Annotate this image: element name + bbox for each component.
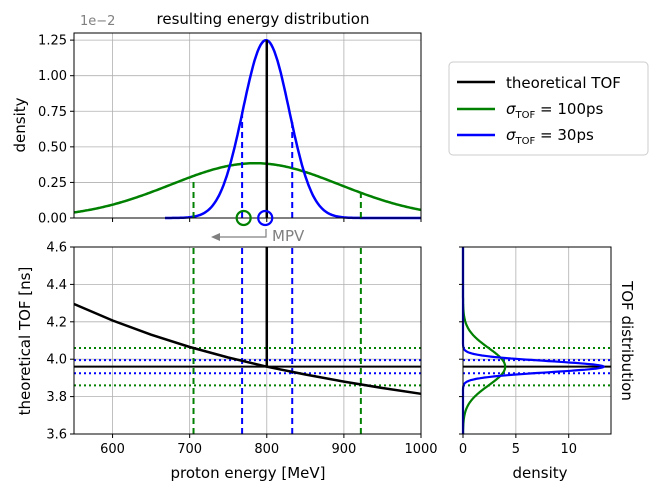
legend-sigma-100ps-rest: = 100ps [535,100,603,118]
tof-distribution-axes-frame [462,246,612,435]
mpv-arrow-head [211,233,220,241]
main-ytick-label-4: 4.4 [46,278,67,293]
tof-distribution-panel: 0 5 10 density TOF distribution [459,246,636,482]
offset-text: 1e−2 [80,14,115,29]
side-xtick-label-10: 10 [560,442,577,457]
main-ytick-label-1: 3.8 [46,390,67,405]
top-ytick-label-4: 1.00 [38,69,67,84]
energy-density-title: resulting energy distribution [157,10,370,28]
main-xlabel: proton energy [MeV] [170,464,325,482]
legend-sigma-100ps-base: σ [506,100,516,118]
top-curve-sigma-100ps [73,161,422,214]
side-xtick-label-0: 0 [459,442,467,457]
main-ytick-label-2: 4.0 [46,353,67,368]
top-ytick-label-3: 0.75 [38,105,67,120]
legend-sigma-100ps-sub: TOF [515,110,536,121]
side-curve-sigma-30ps [461,247,605,434]
side-xlabel: density [513,464,568,482]
legend-label-theoretical-tof: theoretical TOF [506,74,621,92]
main-ytick-label-5: 4.6 [46,241,67,256]
legend-box [448,61,649,156]
legend-label-sigma-100ps: σTOF = 100ps [506,100,604,121]
tof-energy-panel: 3.6 3.8 4.0 4.2 4.4 4.6 600 700 800 900 1000 prot… [16,241,438,483]
side-curve-sigma-100ps [461,247,507,434]
legend-sigma-30ps-rest: = 30ps [535,126,594,144]
legend-label-sigma-30ps: σTOF = 30ps [506,126,594,147]
main-xtick-label-800: 800 [254,442,279,457]
top-ytick-label-0: 0.00 [38,212,67,227]
main-xtick-label-1000: 1000 [404,442,437,457]
energy-density-panel: 0.00 0.25 0.50 0.75 1.00 1.25 resulting energ… [11,10,422,245]
main-xtick-label-900: 900 [331,442,356,457]
main-xtick-label-600: 600 [100,442,125,457]
main-ylabel: theoretical TOF [ns] [16,267,34,416]
energy-density-ylabel: density [11,97,29,152]
tof-energy-axes-frame [73,246,422,435]
mpv-label: MPV [272,227,305,245]
top-ytick-label-1: 0.25 [38,176,67,191]
mpv-marker-sigma-30ps [257,209,274,227]
main-ytick-label-0: 3.6 [46,428,67,443]
main-xtick-label-700: 700 [177,442,202,457]
theoretical-tof-curve [73,302,422,396]
legend-sigma-30ps-base: σ [506,126,516,144]
main-ytick-label-3: 4.2 [46,315,67,330]
side-title: TOF distribution [618,280,636,401]
side-xtick-label-5: 5 [512,442,520,457]
top-ytick-label-2: 0.50 [38,140,67,155]
legend-sigma-30ps-sub: TOF [515,136,536,147]
top-curve-sigma-30ps [165,38,421,220]
energy-density-axes-frame [73,32,422,219]
top-ytick-label-5: 1.25 [38,34,67,49]
mpv-marker-sigma-100ps [235,209,252,227]
mpv-bracket [215,229,267,238]
legend: theoretical TOF σTOF = 100ps σTOF = 30ps [448,61,649,156]
